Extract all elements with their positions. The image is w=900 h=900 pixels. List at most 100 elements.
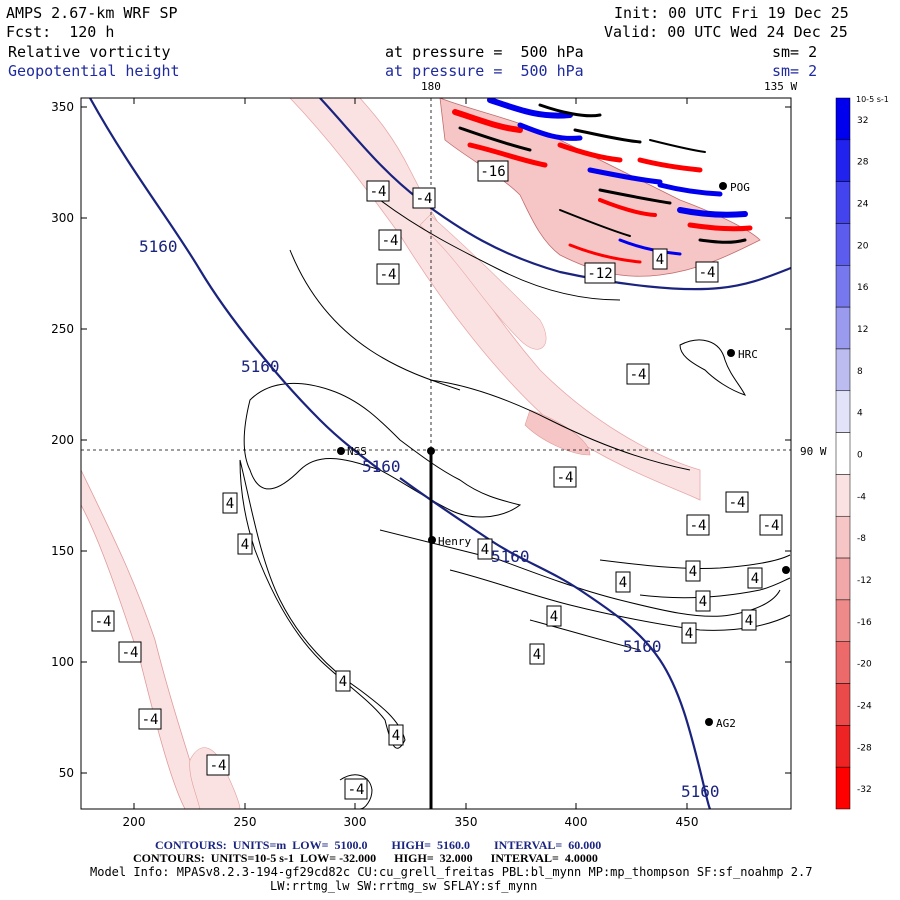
x-tick-label: 250: [234, 815, 257, 829]
vort-label-box: [222, 492, 238, 514]
vort-contours: [239, 199, 791, 809]
vort-label: -16: [480, 164, 505, 180]
y-tick-label: 50: [59, 766, 74, 780]
height-labels: 5160 5160 5160 5160 5160 5160: [139, 237, 720, 801]
colorbar-tick-label: 16: [857, 283, 869, 293]
vort-label: -4: [416, 191, 433, 207]
station-dot-pog: [719, 182, 727, 190]
model-title: AMPS 2.67-km WRF SP: [6, 4, 178, 22]
field1-pressure: at pressure = 500 hPa: [385, 43, 584, 61]
colorbar-swatch: [835, 474, 851, 517]
colorbar-tick-label: 32: [857, 116, 868, 126]
colorbar-units: 10-5 s-1: [856, 95, 889, 104]
height-label: 5160: [623, 637, 662, 656]
station-dot-cross: [427, 447, 435, 455]
vort-neg-band-2: [419, 214, 547, 350]
init-time: Init: 00 UTC Fri 19 Dec 25: [614, 4, 849, 22]
vort-label-box: [626, 363, 650, 385]
vort-label-box: [759, 514, 783, 536]
colorbar-swatch: [835, 139, 851, 182]
y-tick-label: 300: [51, 211, 74, 225]
vort-label: -4: [142, 712, 159, 728]
vort-label-box: [529, 643, 545, 665]
height-contours: [89, 98, 791, 809]
colorbar-tick-label: 28: [857, 158, 869, 168]
colorbar-swatch: [835, 181, 851, 224]
y-tick-label: 100: [51, 655, 74, 669]
station-label-pog: POG: [730, 181, 750, 194]
vort-label: 4: [745, 613, 753, 629]
axes: 200 250 300 350 400 450 350 300 250 200 150 100 50: [51, 98, 791, 829]
station-dot-nss: [337, 447, 345, 455]
vort-label: 4: [699, 594, 707, 610]
colorbar-swatch: [835, 766, 851, 810]
vort-label: -4: [348, 782, 365, 798]
x-tick-label: 400: [565, 815, 588, 829]
vort-label-box: [206, 754, 230, 776]
footer-contours-vort: CONTOURS: UNITS=10-5 s-1 LOW= -32.000 HI…: [133, 851, 598, 865]
vort-label: -4: [557, 470, 574, 486]
vort-label-box: [695, 261, 719, 283]
vort-label-box: [685, 560, 701, 582]
vort-label: -4: [370, 184, 387, 200]
colorbar-tick-label: -8: [857, 534, 866, 544]
vort-label: -4: [699, 265, 716, 281]
y-tick-label: 150: [51, 544, 74, 558]
colorbar-swatch: [835, 223, 851, 266]
valid-time: Valid: 00 UTC Wed 24 Dec 25: [604, 23, 848, 41]
vort-label: 4: [226, 496, 234, 512]
footer-contours-height: CONTOURS: UNITS=m LOW= 5100.0 HIGH= 5160…: [155, 838, 602, 852]
vort-label: 4: [533, 647, 541, 663]
vort-label: -4: [210, 758, 227, 774]
vort-label-box: [546, 605, 562, 627]
colorbar-tick-label: -20: [857, 660, 872, 670]
colorbar-swatch: [835, 599, 851, 642]
colorbar-swatch: [835, 641, 851, 684]
vort-neg-patch: [524, 409, 591, 456]
colorbar-swatch: [835, 683, 851, 726]
colorbar-tick-label: -16: [857, 618, 872, 628]
vort-label: -12: [587, 266, 612, 282]
vort-label-box: [388, 724, 404, 746]
colorbar-tick-label: -32: [857, 785, 872, 795]
field2-smoothing: sm= 2: [772, 62, 818, 80]
x-tick-label: 300: [344, 815, 367, 829]
vort-label: 4: [751, 571, 759, 587]
x-tick-label: 350: [455, 815, 478, 829]
y-tick-label: 200: [51, 433, 74, 447]
colorbar-tick-label: -28: [857, 743, 872, 753]
height-label: 5160: [681, 782, 720, 801]
colorbar-tick-label: -24: [857, 701, 872, 711]
station-dot-hrc: [727, 349, 735, 357]
colorbar-swatch: [835, 432, 851, 475]
colorbar-tick-label: 12: [857, 325, 868, 335]
station-label-hrc: HRC: [738, 348, 758, 361]
field1-smoothing: sm= 2: [772, 43, 818, 61]
station-dot-henry: [428, 536, 436, 544]
vort-label: 4: [339, 674, 347, 690]
colorbar-swatch: [835, 390, 851, 433]
vort-label: -4: [690, 518, 707, 534]
vort-label-box: [681, 622, 697, 644]
vort-label: -4: [95, 614, 112, 630]
station-label-nss: NSS: [347, 445, 367, 458]
vort-label-box: [686, 514, 710, 536]
vort-label-box: [725, 491, 749, 513]
vort-label-box: [615, 571, 631, 593]
footer-model-info-2: LW:rrtmg_lw SW:rrtmg_sw SFLAY:sf_mynn: [270, 879, 538, 893]
vort-neg-patch-2: [189, 747, 241, 809]
vort-label-box: [378, 229, 402, 251]
vort-label-box: [138, 708, 162, 730]
vort-label: -4: [763, 518, 780, 534]
vort-label-box: [741, 609, 757, 631]
vort-streaks: [452, 98, 753, 264]
height-label: 5160: [362, 457, 401, 476]
forecast-hour: Fcst: 120 h: [6, 23, 115, 41]
colorbar-tick-label: 4: [857, 409, 863, 419]
lon-label-180: 180: [421, 80, 441, 93]
map-border: [80, 97, 792, 810]
vort-label: 4: [689, 564, 697, 580]
vort-label: -4: [630, 367, 647, 383]
vort-label-box: [652, 248, 668, 270]
